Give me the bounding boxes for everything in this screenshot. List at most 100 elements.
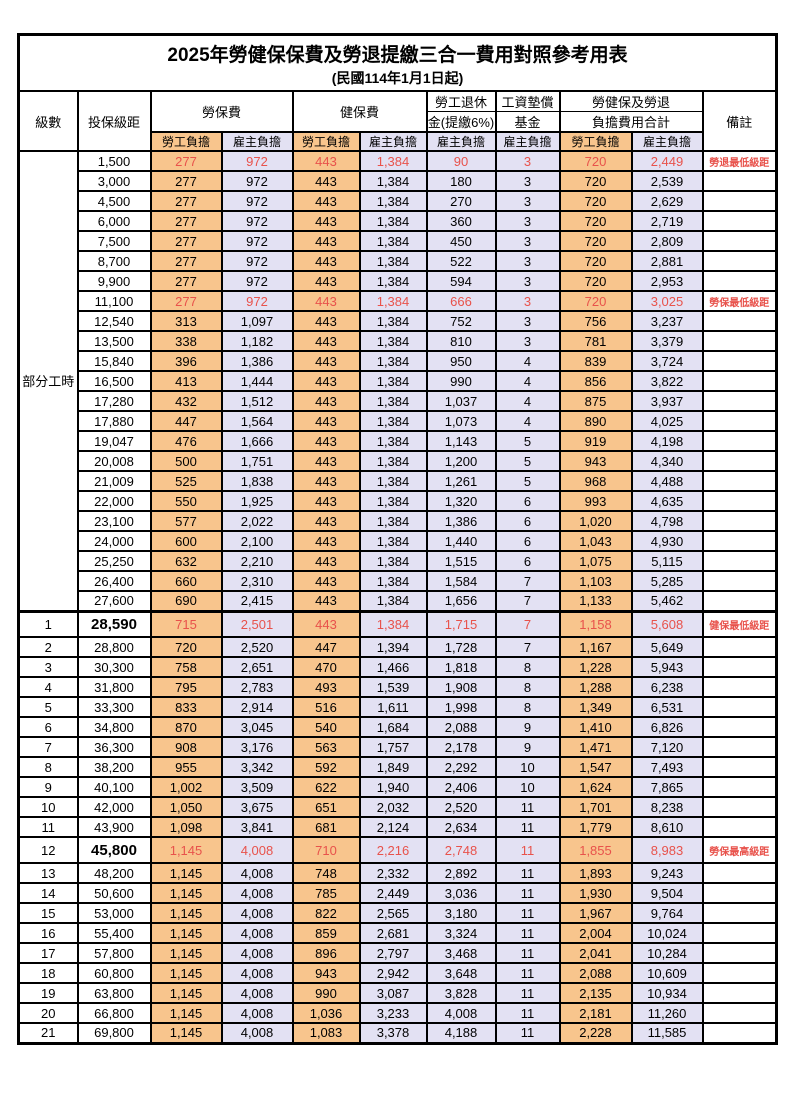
cell-pension-employer: 752 [425,310,497,332]
cell-total-employee: 919 [558,430,633,452]
cell-labor-employee: 955 [149,756,223,778]
cell-total-employee: 890 [558,410,633,432]
cell-labor-employee: 277 [149,190,223,212]
cell-labor-employee: 833 [149,696,223,718]
cell-bracket: 7,500 [76,230,152,252]
cell-health-employee: 896 [291,942,361,964]
cell-wage-fund-employer: 3 [494,210,561,232]
cell-total-employee: 720 [558,170,633,192]
cell-total-employee: 1,167 [558,636,633,658]
cell-health-employer: 1,466 [358,656,428,678]
cell-labor-employee: 1,145 [149,982,223,1004]
cell-total-employer: 7,865 [630,776,704,798]
cell-health-employee: 748 [291,862,361,884]
cell-pension-employer: 4,188 [425,1022,497,1044]
table-row: 13 48,200 1,145 4,008 748 2,332 2,892 11 1,893 9,… [17,862,778,884]
cell-wage-fund-employer: 3 [494,250,561,272]
cell-labor-employer: 2,783 [220,676,294,698]
cell-level: 15 [17,902,79,924]
cell-labor-employee: 1,145 [149,1002,223,1024]
cell-wage-fund-employer: 6 [494,530,561,552]
cell-bracket: 28,800 [76,636,152,658]
cell-labor-employer: 4,008 [220,962,294,984]
cell-total-employer: 2,449 [630,150,704,172]
cell-labor-employer: 1,751 [220,450,294,472]
table-row: 4 31,800 795 2,783 493 1,539 1,908 8 1,288 6,238 [17,676,778,698]
cell-health-employee: 443 [291,150,361,172]
cell-labor-employer: 2,022 [220,510,294,532]
cell-labor-employer: 3,841 [220,816,294,838]
cell-labor-employer: 1,512 [220,390,294,412]
table-row: 5 33,300 833 2,914 516 1,611 1,998 8 1,349 6,531 [17,696,778,718]
cell-labor-employee: 277 [149,150,223,172]
cell-health-employee: 859 [291,922,361,944]
cell-wage-fund-employer: 9 [494,736,561,758]
cell-pension-employer: 3,180 [425,902,497,924]
cell-labor-employer: 972 [220,210,294,232]
table-row: 11 43,900 1,098 3,841 681 2,124 2,634 11 1,779 8,… [17,816,778,838]
cell-note [701,656,778,678]
cell-labor-employer: 972 [220,250,294,272]
cell-labor-employee: 1,145 [149,962,223,984]
cell-labor-employee: 500 [149,450,223,472]
cell-total-employee: 1,624 [558,776,633,798]
cell-health-employer: 1,757 [358,736,428,758]
cell-health-employer: 1,611 [358,696,428,718]
cell-wage-fund-employer: 6 [494,550,561,572]
cell-pension-employer: 990 [425,370,497,392]
cell-labor-employer: 3,176 [220,736,294,758]
subheader-health-employer: 雇主負擔 [358,131,428,152]
cell-labor-employer: 4,008 [220,922,294,944]
cell-total-employee: 993 [558,490,633,512]
cell-bracket: 31,800 [76,676,152,698]
cell-pension-employer: 2,292 [425,756,497,778]
cell-note [701,922,778,944]
cell-health-employer: 1,384 [358,150,428,172]
cell-note [701,350,778,372]
cell-note [701,716,778,738]
cell-total-employer: 5,285 [630,570,704,592]
cell-total-employer: 6,238 [630,676,704,698]
cell-total-employer: 2,719 [630,210,704,232]
cell-note [701,530,778,552]
subheader-total-employee: 勞工負擔 [558,131,633,152]
cell-labor-employee: 1,145 [149,862,223,884]
subheader-pension-employer: 雇主負擔 [425,131,497,152]
cell-health-employee: 443 [291,370,361,392]
cell-note [701,1002,778,1024]
cell-health-employer: 1,384 [358,250,428,272]
cell-level: 18 [17,962,79,984]
cell-pension-employer: 2,178 [425,736,497,758]
cell-pension-employer: 666 [425,290,497,312]
cell-labor-employee: 795 [149,676,223,698]
cell-total-employer: 10,284 [630,942,704,964]
cell-total-employee: 1,779 [558,816,633,838]
cell-bracket: 22,000 [76,490,152,512]
cell-labor-employer: 2,100 [220,530,294,552]
cell-pension-employer: 2,748 [425,836,497,864]
cell-pension-employer: 2,088 [425,716,497,738]
cell-note [701,410,778,432]
cell-pension-employer: 2,520 [425,796,497,818]
cell-note [701,756,778,778]
page-subtitle: (民國114年1月1日起) [331,70,464,87]
cell-total-employer: 11,585 [630,1022,704,1044]
cell-health-employer: 1,684 [358,716,428,738]
cell-health-employee: 592 [291,756,361,778]
cell-wage-fund-employer: 9 [494,716,561,738]
cell-total-employer: 2,881 [630,250,704,272]
cell-pension-employer: 2,892 [425,862,497,884]
cell-labor-employee: 277 [149,230,223,252]
cell-total-employee: 1,103 [558,570,633,592]
cell-pension-employer: 90 [425,150,497,172]
table-row: 10 42,000 1,050 3,675 651 2,032 2,520 11 1,701 8,… [17,796,778,818]
table-row: 17,280 432 1,512 443 1,384 1,037 4 875 3,937 [19,390,778,412]
cell-wage-fund-employer: 11 [494,816,561,838]
table-row: 19,047 476 1,666 443 1,384 1,143 5 919 4,198 [19,430,778,452]
cell-note [701,510,778,532]
cell-level: 8 [17,756,79,778]
cell-health-employee: 443 [291,390,361,412]
cell-labor-employer: 4,008 [220,882,294,904]
cell-labor-employer: 1,925 [220,490,294,512]
cell-total-employer: 8,983 [630,836,704,864]
